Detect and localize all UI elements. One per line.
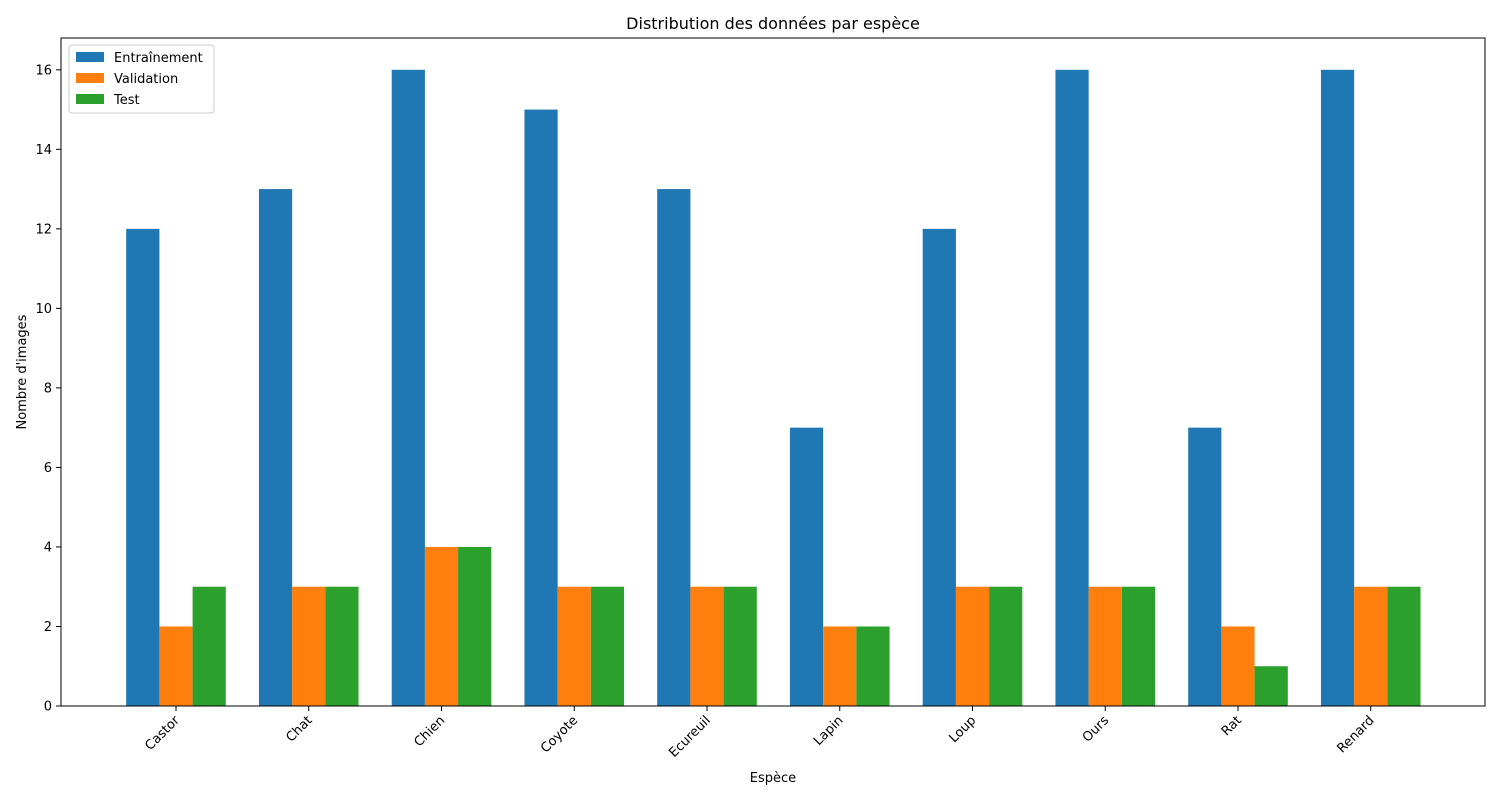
x-tick-label: Renard: [1334, 713, 1377, 756]
legend: Entraînement Validation Test: [68, 44, 215, 114]
bar-ecureuil-2: [723, 586, 757, 706]
plot-frame: [60, 37, 1486, 707]
y-tick-label: 16: [35, 63, 52, 78]
bar-lapin-2: [856, 626, 890, 706]
x-tick-label: Ours: [1080, 713, 1112, 745]
bar-coyote-1: [557, 586, 591, 706]
y-tick-label: 8: [44, 381, 52, 396]
y-tick-label: 12: [35, 222, 52, 237]
legend-label: Validation: [114, 72, 178, 87]
x-tick-label: Coyote: [538, 713, 581, 756]
bar-renard-1: [1354, 586, 1388, 706]
y-tick-label: 2: [44, 620, 52, 635]
y-axis-label: Nombre d'images: [15, 314, 30, 429]
bar-coyote-2: [590, 586, 625, 706]
bar-chat-2: [325, 586, 359, 706]
bar-chien-1: [424, 546, 459, 706]
bar-chien-0: [391, 69, 425, 706]
bar-ours-2: [1121, 586, 1156, 706]
bar-ecureuil-0: [657, 189, 691, 707]
y-tick-label: 4: [44, 540, 52, 555]
legend-swatch: [76, 52, 104, 62]
legend-box: [68, 44, 215, 114]
x-tick-label: Chat: [283, 713, 315, 745]
bar-chat-0: [258, 189, 293, 707]
bar-chat-1: [292, 586, 326, 706]
bar-chien-2: [458, 546, 492, 706]
bar-ours-1: [1088, 586, 1122, 706]
legend-label: Entraînement: [114, 51, 203, 66]
x-tick-label: Loup: [946, 713, 979, 746]
bar-rat-2: [1254, 666, 1288, 706]
bar-renard-0: [1320, 69, 1355, 706]
chart-title: Distribution des données par espèce: [626, 14, 920, 33]
bar-castor-2: [192, 586, 226, 706]
bar-lapin-1: [823, 626, 857, 706]
bar-loup-1: [955, 586, 990, 706]
bars-group: [126, 69, 1421, 707]
bar-ecureuil-1: [690, 586, 724, 706]
bar-rat-0: [1188, 427, 1222, 706]
y-tick-label: 6: [44, 461, 52, 476]
bar-castor-1: [159, 626, 193, 706]
x-tick-label: Lapin: [811, 713, 847, 749]
legend-swatch: [76, 73, 104, 83]
bar-loup-0: [922, 228, 956, 707]
legend-label: Test: [113, 93, 140, 108]
x-tick-label: Chien: [411, 713, 448, 750]
bar-rat-1: [1221, 626, 1255, 706]
y-tick-label: 0: [44, 700, 52, 715]
bar-lapin-0: [789, 427, 824, 706]
bar-ours-0: [1055, 69, 1089, 706]
bar-loup-2: [989, 586, 1023, 706]
bar-castor-0: [126, 228, 160, 707]
legend-swatch: [76, 94, 104, 104]
bar-coyote-0: [524, 109, 558, 706]
y-tick-label: 14: [35, 143, 52, 158]
x-tick-label: Rat: [1219, 713, 1245, 739]
x-tick-label: Ecureuil: [666, 713, 713, 760]
x-tick-label: Castor: [142, 713, 183, 754]
bar-renard-2: [1387, 586, 1421, 706]
y-tick-label: 10: [35, 302, 52, 317]
x-axis-label: Espèce: [750, 771, 796, 786]
